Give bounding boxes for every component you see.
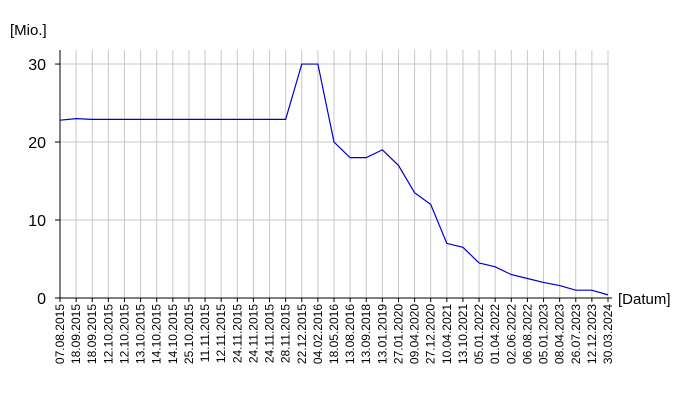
y-tick-label: 30 [28,57,46,74]
y-tick-label: 0 [37,291,46,308]
x-tick-label: 28.11.2015 [279,304,293,363]
x-tick-label: 13.10.2015 [134,304,148,364]
x-tick-label: 24.11.2015 [263,304,277,363]
y-axis-label: [Mio.] [10,22,47,39]
x-tick-label: 13.09.2018 [359,304,373,364]
x-tick-label: 25.10.2015 [182,304,196,364]
y-tick-label: 20 [28,135,46,152]
x-tick-label: 12.12.2023 [585,304,599,364]
data-line [59,63,609,296]
x-tick-label: 13.01.2019 [375,304,389,364]
x-tick-label: 30.03.2024 [601,304,615,364]
x-tick-label: 06.08.2022 [520,304,534,364]
x-tick-label: 05.01.2022 [472,304,486,364]
x-tick-label: 10.04.2021 [440,304,454,364]
x-tick-label: 11.11.2015 [198,304,212,363]
x-tick-label: 09.04.2020 [408,304,422,364]
x-tick-label: 24.11.2015 [246,304,260,363]
x-tick-label: 12.10.2015 [101,304,115,364]
x-tick-label: 13.08.2016 [343,304,357,364]
x-tick-label: 14.10.2015 [166,304,180,364]
x-tick-label: 22.12.2015 [295,304,309,364]
x-tick-label: 26.07.2023 [569,304,583,364]
x-tick-label: 18.09.2015 [85,304,99,364]
y-tick-label: 10 [28,213,46,230]
x-tick-label: 27.01.2020 [391,304,405,364]
x-tick-label: 27.12.2020 [424,304,438,364]
x-tick-label: 12.10.2015 [117,304,131,364]
x-tick-label: 18.05.2016 [327,304,341,364]
x-tick-label: 02.06.2022 [504,304,518,364]
x-tick-label: 05.01.2023 [537,304,551,364]
x-tick-label: 04.02.2016 [311,304,325,364]
x-tick-label: 24.11.2015 [230,304,244,363]
x-tick-label: 13.10.2021 [456,304,470,364]
x-tick-label: 14.10.2015 [150,304,164,364]
x-tick-label: 08.04.2023 [553,304,567,364]
x-tick-label: 01.04.2022 [488,304,502,364]
x-tick-label: 07.08.2015 [53,304,67,364]
x-axis-label: [Datum] [618,291,671,308]
x-tick-label: 12.11.2015 [214,304,228,363]
x-tick-label: 18.09.2015 [69,304,83,364]
